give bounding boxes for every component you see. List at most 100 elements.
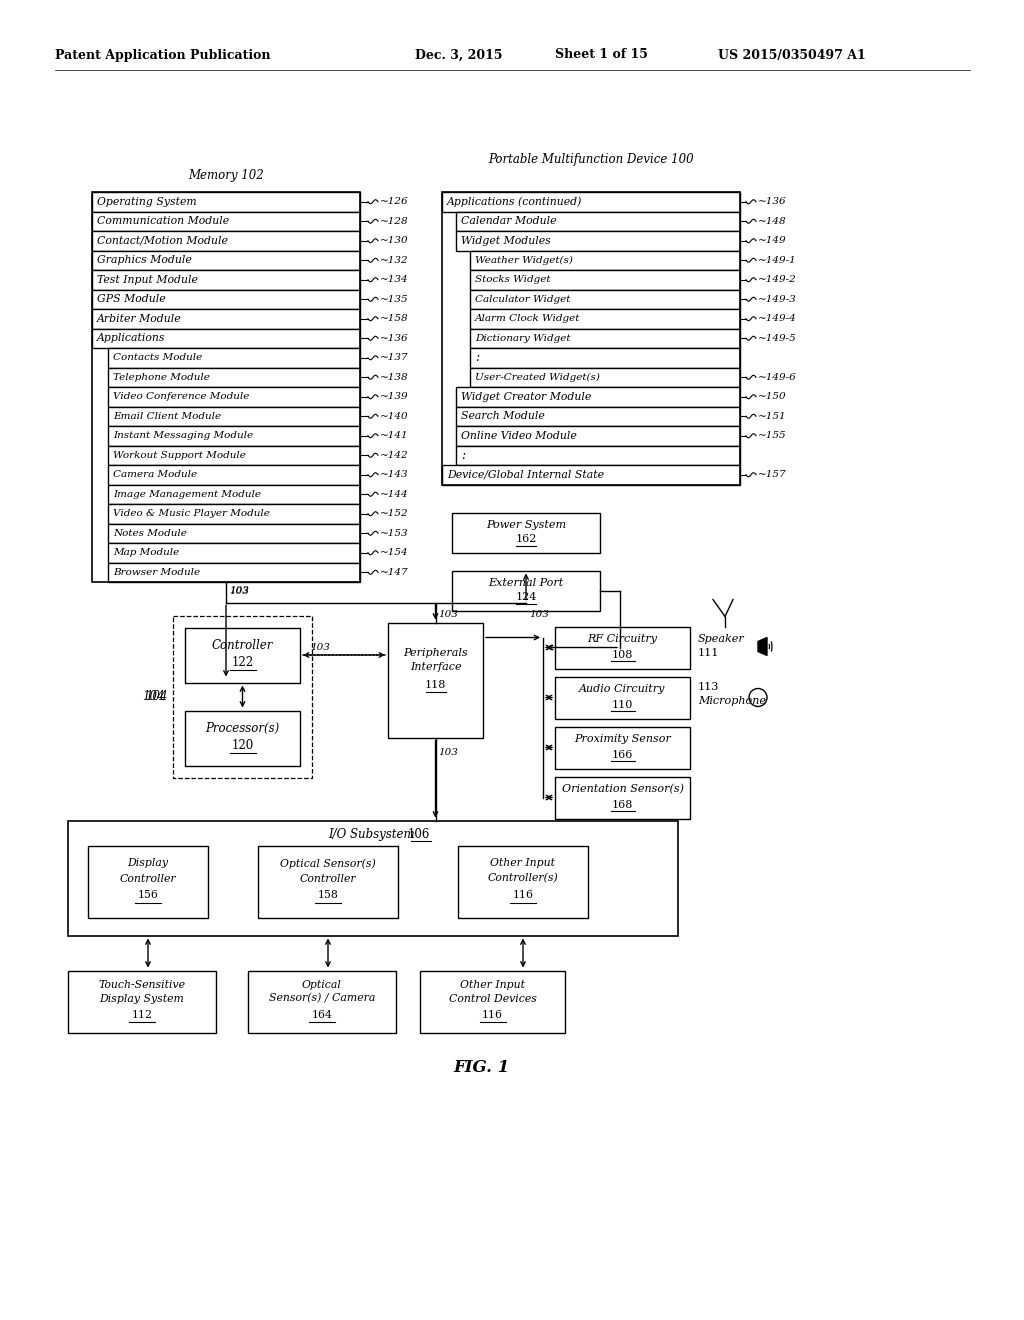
Bar	[108, 387, 360, 407]
Text: Map Module: Map Module	[113, 548, 179, 557]
Text: 103: 103	[438, 748, 459, 756]
Text: Widget Creator Module: Widget Creator Module	[461, 392, 591, 401]
Text: 156: 156	[137, 891, 159, 900]
Bar	[185, 627, 300, 682]
Text: Power System: Power System	[486, 520, 566, 529]
Bar	[68, 970, 216, 1032]
Text: 120: 120	[231, 739, 254, 752]
Bar	[420, 970, 565, 1032]
Text: Stocks Widget: Stocks Widget	[475, 276, 551, 284]
Text: ~128: ~128	[380, 216, 409, 226]
Text: Applications (continued): Applications (continued)	[447, 197, 583, 207]
Bar	[108, 465, 360, 484]
Bar	[92, 329, 360, 348]
Text: Calculator Widget: Calculator Widget	[475, 294, 570, 304]
Text: Browser Module: Browser Module	[113, 568, 200, 577]
Text: Optical: Optical	[302, 979, 342, 990]
Text: Arbiter Module: Arbiter Module	[97, 314, 181, 323]
Text: I/O Subsystem: I/O Subsystem	[328, 828, 418, 841]
Text: US 2015/0350497 A1: US 2015/0350497 A1	[718, 49, 865, 62]
Text: :: :	[461, 449, 465, 462]
Bar	[108, 562, 360, 582]
Text: 104: 104	[142, 690, 165, 704]
Text: Controller: Controller	[212, 639, 273, 652]
Bar	[92, 191, 360, 211]
Text: ~149-2: ~149-2	[758, 276, 797, 284]
Text: 116: 116	[482, 1011, 503, 1020]
Bar	[555, 627, 690, 668]
Text: Image Management Module: Image Management Module	[113, 490, 261, 499]
Bar	[470, 329, 740, 348]
Text: Peripherals: Peripherals	[403, 648, 468, 657]
Text: Video Conference Module: Video Conference Module	[113, 392, 250, 401]
Bar	[456, 387, 740, 407]
Text: Control Devices: Control Devices	[449, 994, 537, 1003]
Bar	[92, 251, 360, 271]
Text: 103: 103	[229, 587, 249, 597]
Text: ~152: ~152	[380, 510, 409, 519]
Text: 103: 103	[310, 643, 330, 652]
Text: 124: 124	[515, 593, 537, 602]
Text: Controller(s): Controller(s)	[487, 874, 558, 883]
Text: 113: 113	[698, 681, 720, 692]
Text: Notes Module: Notes Module	[113, 529, 186, 537]
Text: ~143: ~143	[380, 470, 409, 479]
Text: Alarm Clock Widget: Alarm Clock Widget	[475, 314, 581, 323]
Bar	[470, 271, 740, 289]
Text: Applications: Applications	[97, 333, 166, 343]
Text: Contacts Module: Contacts Module	[113, 354, 203, 362]
Text: Search Module: Search Module	[461, 412, 545, 421]
Bar	[108, 484, 360, 504]
Text: Microphone: Microphone	[698, 696, 766, 705]
Text: 111: 111	[698, 648, 720, 657]
Text: 112: 112	[131, 1011, 153, 1020]
Text: ~154: ~154	[380, 548, 409, 557]
Text: 106: 106	[408, 828, 430, 841]
Bar	[108, 524, 360, 543]
Text: GPS Module: GPS Module	[97, 294, 166, 304]
Bar	[108, 367, 360, 387]
Bar	[470, 251, 740, 271]
Bar	[173, 615, 312, 777]
Text: Calendar Module: Calendar Module	[461, 216, 556, 226]
Text: 110: 110	[611, 700, 633, 710]
Text: Dictionary Widget: Dictionary Widget	[475, 334, 570, 343]
Bar	[470, 289, 740, 309]
Text: Other Input: Other Input	[490, 858, 555, 869]
Text: Sensor(s) / Camera: Sensor(s) / Camera	[269, 994, 375, 1003]
Text: Contact/Motion Module: Contact/Motion Module	[97, 236, 228, 246]
Text: 162: 162	[515, 535, 537, 544]
Bar	[248, 970, 396, 1032]
Text: Online Video Module: Online Video Module	[461, 430, 577, 441]
Bar	[108, 543, 360, 562]
Text: Device/Global Internal State: Device/Global Internal State	[447, 470, 604, 479]
Text: :: :	[475, 351, 479, 364]
Text: ~141: ~141	[380, 432, 409, 441]
Text: ~139: ~139	[380, 392, 409, 401]
Bar	[456, 426, 740, 446]
Text: 122: 122	[231, 656, 254, 669]
Bar	[452, 570, 600, 610]
Bar	[456, 407, 740, 426]
Text: Audio Circuitry: Audio Circuitry	[580, 685, 666, 694]
Text: ~138: ~138	[380, 372, 409, 381]
Text: Camera Module: Camera Module	[113, 470, 198, 479]
Polygon shape	[758, 638, 767, 656]
Text: 118: 118	[425, 680, 446, 689]
Text: ~150: ~150	[758, 392, 786, 401]
Text: Workout Support Module: Workout Support Module	[113, 450, 246, 459]
Text: 164: 164	[311, 1011, 333, 1020]
Text: Telephone Module: Telephone Module	[113, 372, 210, 381]
Text: Operating System: Operating System	[97, 197, 197, 207]
Bar	[108, 446, 360, 465]
Bar	[452, 512, 600, 553]
Text: Sheet 1 of 15: Sheet 1 of 15	[555, 49, 648, 62]
Text: Display System: Display System	[99, 994, 184, 1003]
Text: Portable Multifunction Device 100: Portable Multifunction Device 100	[488, 153, 694, 165]
Text: Controller: Controller	[300, 874, 356, 883]
Bar	[456, 211, 740, 231]
Text: Video & Music Player Module: Video & Music Player Module	[113, 510, 270, 519]
Text: External Port: External Port	[488, 578, 563, 587]
Text: 166: 166	[611, 750, 633, 759]
Text: Touch-Sensitive: Touch-Sensitive	[98, 979, 185, 990]
